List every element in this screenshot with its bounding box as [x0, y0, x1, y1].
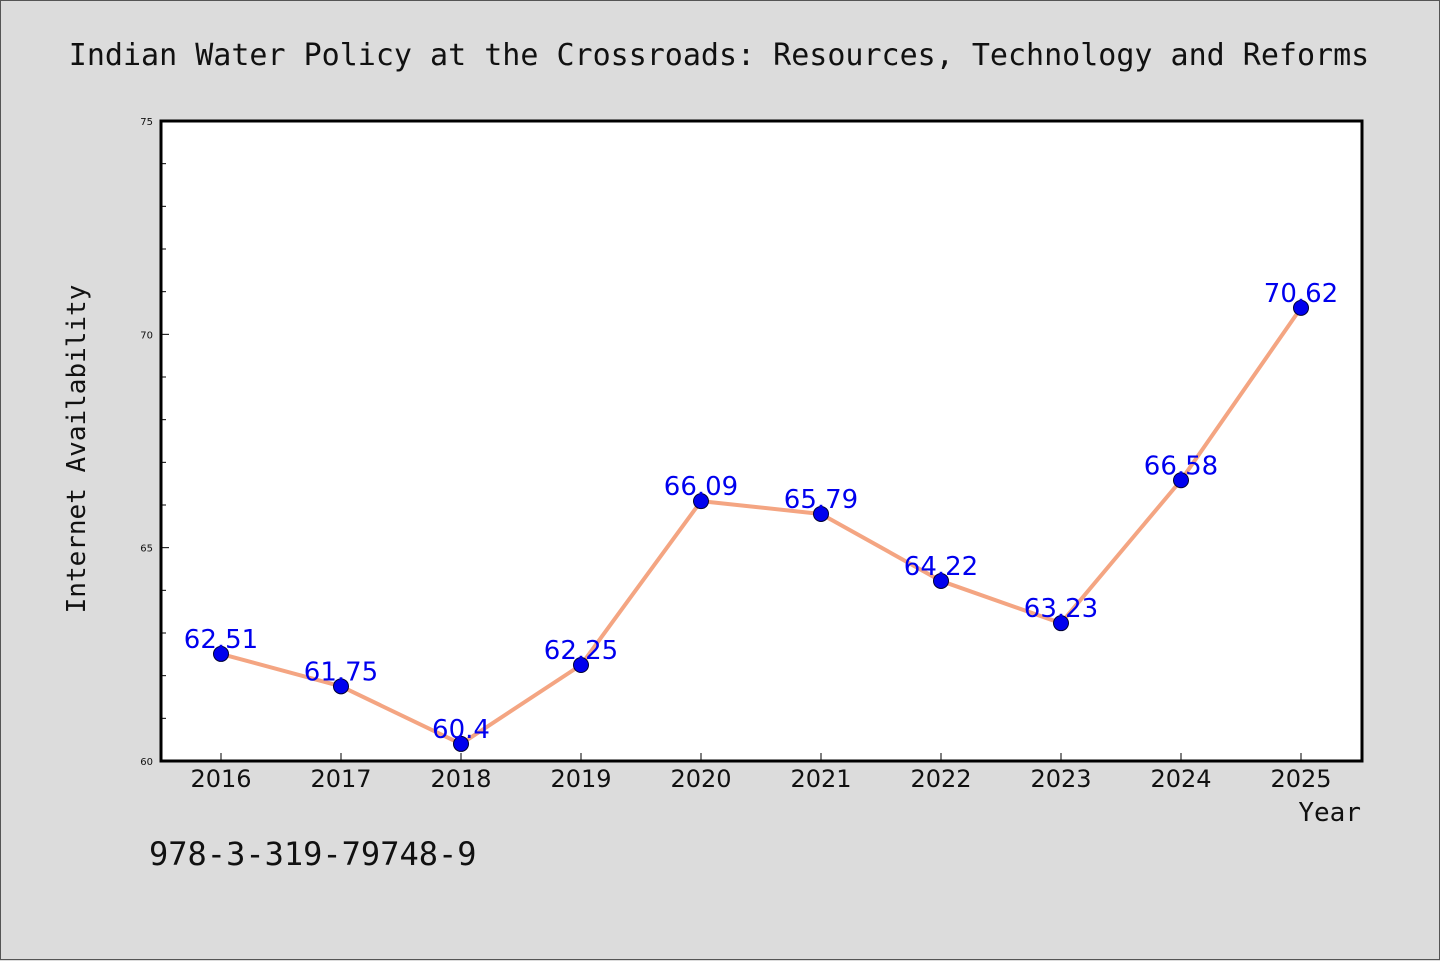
data-point: [1053, 615, 1069, 632]
x-tick-label: 2022: [910, 765, 971, 793]
isbn-text: 978-3-319-79748-9: [149, 835, 477, 873]
data-label: 60.4: [432, 715, 490, 745]
y-tick-label: 65: [140, 544, 153, 555]
data-label: 64.22: [904, 552, 978, 582]
data-point: [693, 493, 709, 510]
data-label: 63.23: [1024, 594, 1098, 624]
data-point: [213, 645, 229, 662]
x-tick-label: 2024: [1150, 765, 1211, 793]
x-tick-label: 2019: [550, 765, 611, 793]
data-label: 62.25: [544, 636, 618, 666]
y-tick-label: 75: [140, 117, 153, 128]
data-markers: [213, 299, 1309, 752]
data-label: 61.75: [304, 657, 378, 687]
data-point: [1173, 472, 1189, 489]
data-label: 66.09: [664, 472, 738, 502]
x-tick-label: 2018: [430, 765, 491, 793]
x-tick-label: 2020: [670, 765, 731, 793]
data-labels: 62.51 61.75 60.4 62.25 66.09 65.79 64.22 63.23 6…: [184, 279, 1338, 745]
x-tick-label: 2016: [190, 765, 251, 793]
data-label: 65.79: [784, 485, 858, 515]
x-tick-label: 2023: [1030, 765, 1091, 793]
x-tick-label: 2021: [790, 765, 851, 793]
data-point: [333, 678, 349, 695]
data-point: [1293, 299, 1309, 316]
x-tick-label: 2025: [1270, 765, 1331, 793]
x-tick-label: 2017: [310, 765, 371, 793]
y-tick-label: 60: [140, 757, 153, 768]
series-line: [220, 306, 1303, 746]
chart-title: Indian Water Policy at the Crossroads: R…: [69, 38, 1369, 73]
data-label: 66.58: [1144, 451, 1218, 481]
data-label: 62.51: [184, 625, 258, 655]
y-axis: 60 65 70 75: [140, 117, 169, 768]
data-point: [453, 735, 469, 752]
y-tick-label: 70: [140, 330, 153, 341]
data-point: [813, 505, 829, 522]
plot-area: [159, 119, 1364, 763]
x-axis: 2016 2017 2018 2019 2020 2021 2022 2023 2024 2025: [190, 753, 1332, 793]
data-point: [573, 657, 589, 673]
x-axis-label: Year: [1298, 798, 1361, 828]
data-label: 70.62: [1264, 279, 1338, 309]
data-point: [933, 572, 949, 589]
y-axis-label: Internet Availability: [62, 285, 92, 614]
